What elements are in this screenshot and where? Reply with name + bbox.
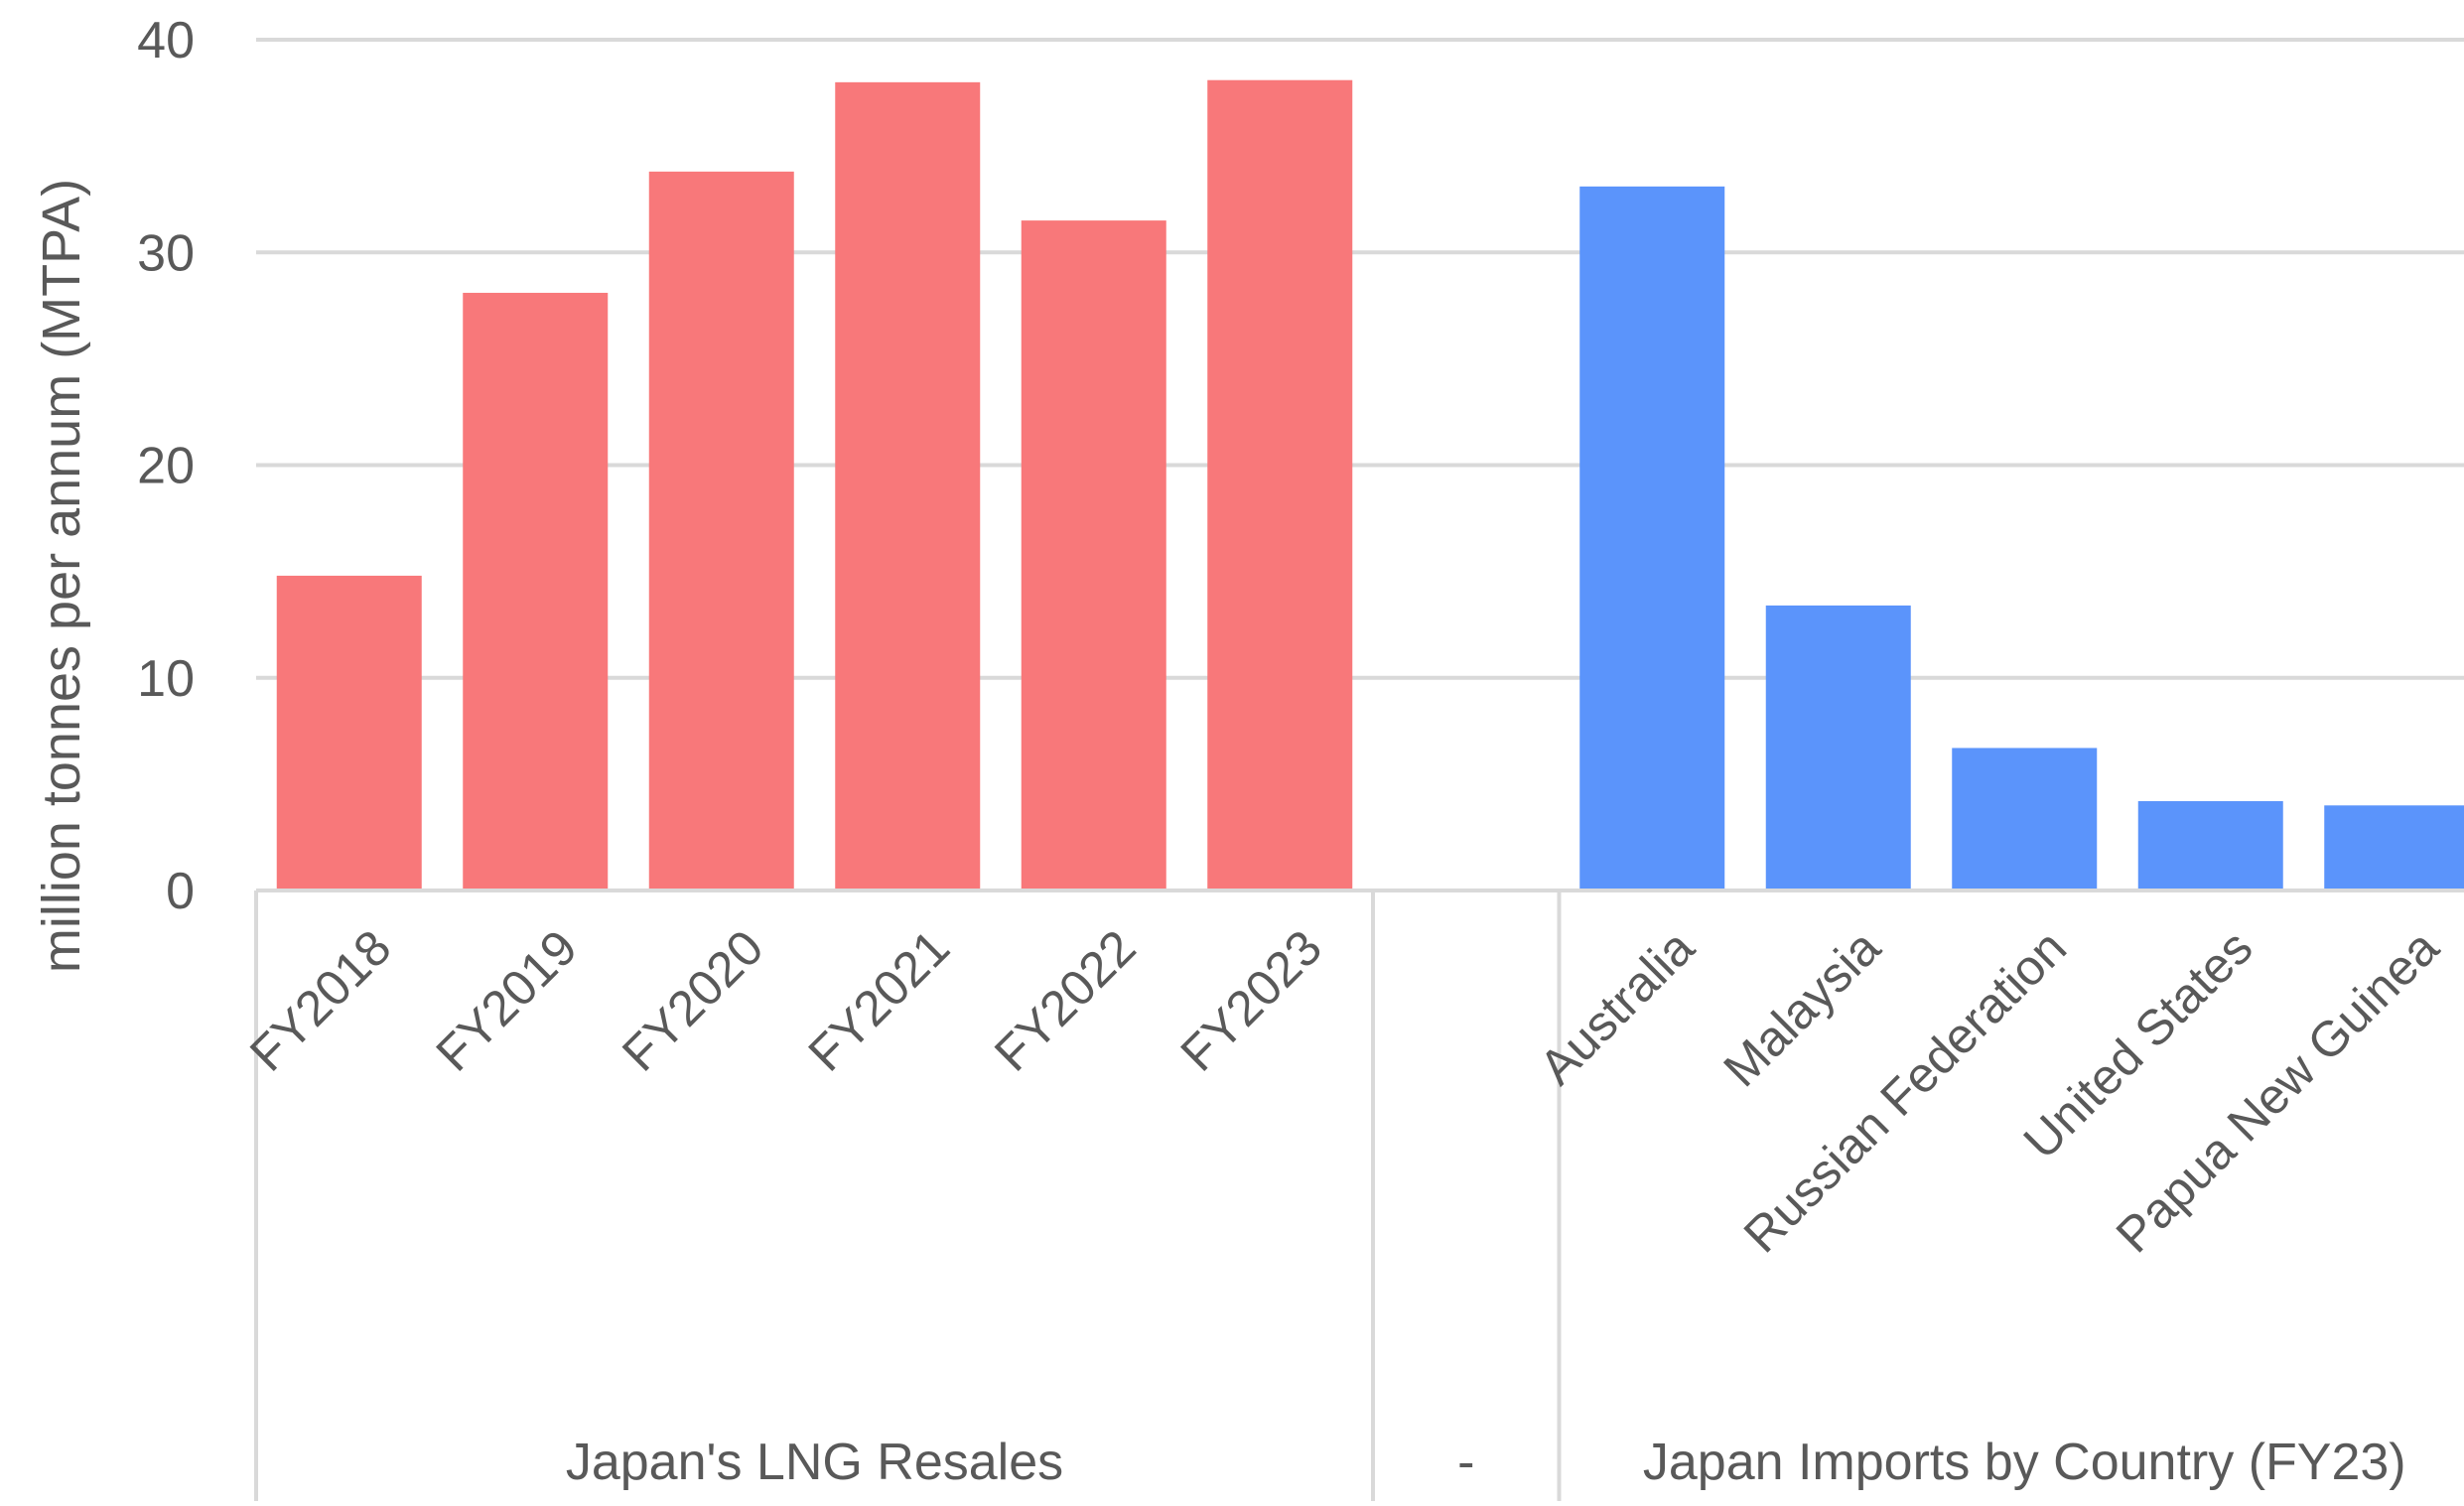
y-tick-label: 30 [137, 224, 195, 282]
bar [835, 81, 981, 891]
bars [276, 79, 2464, 891]
bar [1765, 605, 1911, 890]
bar [648, 171, 794, 890]
y-tick-label: 10 [137, 650, 195, 708]
y-axis-title: million tonnes per annum (MTPA) [32, 179, 91, 973]
axes [254, 889, 2464, 1501]
bar [276, 575, 422, 890]
bar [1021, 220, 1166, 891]
gridlines [256, 38, 2464, 680]
bar [1579, 186, 1725, 890]
x-tick-label: FY2023 [1170, 919, 1332, 1081]
bar [2137, 801, 2283, 890]
x-tick-label: FY2022 [984, 919, 1146, 1081]
x-tick-label: FY2021 [798, 919, 960, 1081]
y-tick-label: 40 [137, 12, 195, 69]
group-label: - [1457, 1434, 1474, 1491]
bar [463, 292, 609, 890]
x-tick-label: Malaysia [1712, 919, 1890, 1097]
x-tick-label: Papua New Guinea [2106, 919, 2449, 1263]
bar [2324, 805, 2464, 890]
x-tick-label: FY2020 [612, 919, 773, 1081]
group-label: Japan Imports by Country (FY23) [1643, 1434, 2406, 1491]
x-tick-label: Russian Federation [1733, 919, 2077, 1263]
group-label: Japan's LNG Resales [566, 1434, 1063, 1491]
y-tick-label: 20 [137, 438, 195, 495]
bar [1207, 79, 1353, 890]
x-tick-label: FY2018 [239, 919, 401, 1081]
x-tick-label: FY2019 [426, 919, 588, 1081]
y-tick-label: 0 [166, 863, 195, 920]
bar [1952, 748, 2098, 890]
x-tick-label: Australia [1529, 919, 1705, 1095]
